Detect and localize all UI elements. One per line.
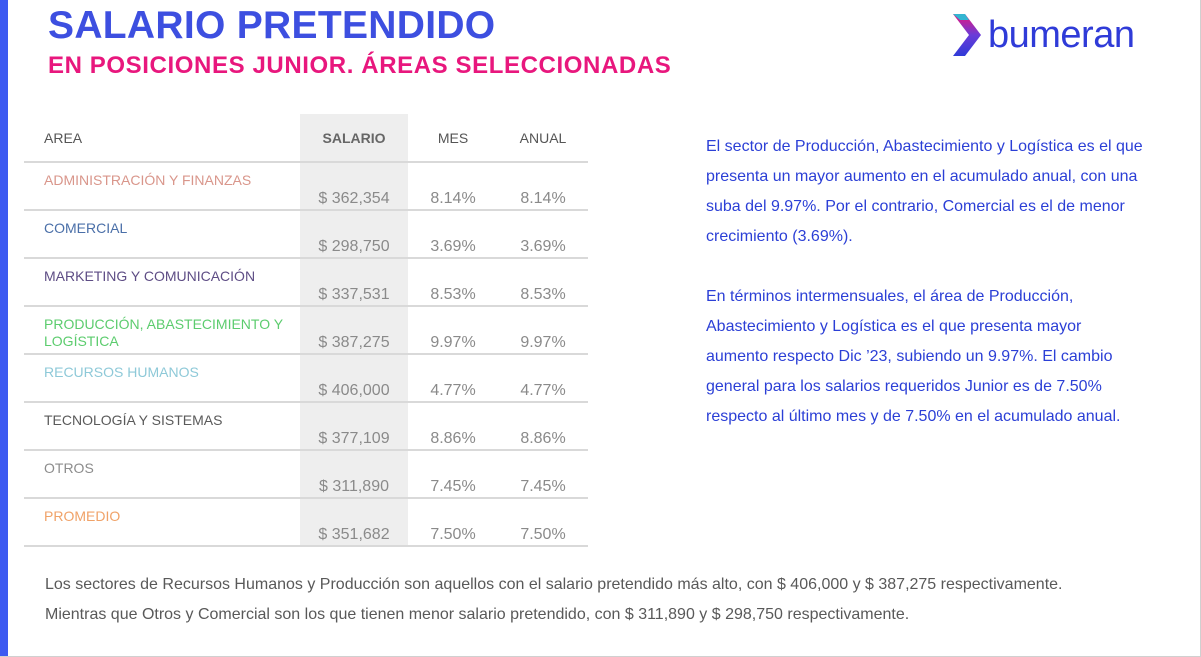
salario-cell: $ 298,750 <box>300 210 408 259</box>
column-header-mes: MES <box>408 114 498 163</box>
salary-table: AREA SALARIO MES ANUAL ADMINISTRACIÓN Y … <box>24 114 588 547</box>
salario-cell: $ 406,000 <box>300 354 408 403</box>
anual-cell-text: 8.14% <box>520 190 566 207</box>
mes-cell: 8.14% <box>408 162 498 211</box>
anual-cell-text: 8.86% <box>520 430 566 447</box>
bumeran-chevron-icon <box>953 14 981 56</box>
anual-cell: 3.69% <box>498 210 588 259</box>
salario-cell-text: $ 387,275 <box>318 334 390 351</box>
mes-cell-text: 4.77% <box>430 382 476 399</box>
table-row: OTROS $ 311,890 7.45% 7.45% <box>24 450 588 499</box>
mes-cell-text: 3.69% <box>430 238 476 255</box>
mes-cell: 3.69% <box>408 210 498 259</box>
logo-text: bumeran <box>988 13 1135 56</box>
area-cell-text: TECNOLOGÍA Y SISTEMAS <box>44 412 223 428</box>
anual-cell: 8.53% <box>498 258 588 307</box>
commentary-paragraph-2: En términos intermensuales, el área de P… <box>706 288 1121 425</box>
mes-cell-text: 8.14% <box>430 190 476 207</box>
area-cell: RECURSOS HUMANOS <box>24 354 300 403</box>
salario-cell-text: $ 298,750 <box>318 238 390 255</box>
area-cell-text: COMERCIAL <box>44 220 128 236</box>
table-header-row: AREA SALARIO MES ANUAL <box>24 114 588 163</box>
anual-cell-text: 7.45% <box>520 478 566 495</box>
table-row: RECURSOS HUMANOS $ 406,000 4.77% 4.77% <box>24 354 588 403</box>
salario-cell-text: $ 351,682 <box>318 526 390 543</box>
anual-cell: 8.14% <box>498 162 588 211</box>
area-cell: PRODUCCIÓN, ABASTECIMIENTO Y LOGÍSTICA <box>24 306 300 355</box>
salario-cell-text: $ 377,109 <box>318 430 390 447</box>
mes-cell: 8.53% <box>408 258 498 307</box>
bumeran-logo: bumeran <box>950 10 1135 60</box>
mes-cell: 7.50% <box>408 498 498 547</box>
area-cell: ADMINISTRACIÓN Y FINANZAS <box>24 162 300 211</box>
page-subtitle: EN POSICIONES JUNIOR. ÁREAS SELECCIONADA… <box>48 52 672 79</box>
area-cell-text: MARKETING Y COMUNICACIÓN <box>44 268 256 284</box>
table-row: MARKETING Y COMUNICACIÓN $ 337,531 8.53% 8.… <box>24 258 588 307</box>
table-row: COMERCIAL $ 298,750 3.69% 3.69% <box>24 210 588 259</box>
area-cell: TECNOLOGÍA Y SISTEMAS <box>24 402 300 451</box>
commentary: El sector de Producción, Abastecimiento … <box>706 132 1146 432</box>
anual-cell: 7.45% <box>498 450 588 499</box>
anual-cell: 7.50% <box>498 498 588 547</box>
footer-line-2: Mientras que Otros y Comercial son los q… <box>45 606 910 623</box>
salario-cell-text: $ 337,531 <box>318 286 390 303</box>
salario-cell-text: $ 406,000 <box>318 382 390 399</box>
area-cell-text: PROMEDIO <box>44 508 121 524</box>
anual-cell-text: 7.50% <box>520 526 566 543</box>
mes-cell: 8.86% <box>408 402 498 451</box>
left-accent-bar <box>0 0 8 657</box>
table-row: PROMEDIO $ 351,682 7.50% 7.50% <box>24 498 588 547</box>
mes-cell: 9.97% <box>408 306 498 355</box>
salario-cell-text: $ 311,890 <box>319 478 389 495</box>
mes-cell-text: 7.45% <box>430 478 476 495</box>
column-header-anual: ANUAL <box>498 114 588 163</box>
mes-cell-text: 8.86% <box>430 430 476 447</box>
area-cell: MARKETING Y COMUNICACIÓN <box>24 258 300 307</box>
page-title: SALARIO PRETENDIDO <box>48 4 496 47</box>
area-cell-text: PRODUCCIÓN, ABASTECIMIENTO Y LOGÍSTICA <box>44 316 283 349</box>
anual-cell-text: 3.69% <box>520 238 566 255</box>
area-cell-text: OTROS <box>44 460 94 476</box>
salario-cell: $ 377,109 <box>300 402 408 451</box>
footer-summary: Los sectores de Recursos Humanos y Produ… <box>45 570 1165 630</box>
anual-cell: 4.77% <box>498 354 588 403</box>
area-cell-text: ADMINISTRACIÓN Y FINANZAS <box>44 172 252 188</box>
anual-cell: 9.97% <box>498 306 588 355</box>
commentary-paragraph-1: El sector de Producción, Abastecimiento … <box>706 138 1143 245</box>
anual-cell-text: 9.97% <box>520 334 566 351</box>
mes-cell: 4.77% <box>408 354 498 403</box>
anual-cell-text: 8.53% <box>520 286 566 303</box>
anual-cell-text: 4.77% <box>520 382 566 399</box>
salario-cell-text: $ 362,354 <box>318 190 390 207</box>
anual-cell: 8.86% <box>498 402 588 451</box>
area-cell: PROMEDIO <box>24 498 300 547</box>
footer-line-1: Los sectores de Recursos Humanos y Produ… <box>45 576 1063 593</box>
salario-cell: $ 337,531 <box>300 258 408 307</box>
table-row: PRODUCCIÓN, ABASTECIMIENTO Y LOGÍSTICA $ … <box>24 306 588 355</box>
table-row: TECNOLOGÍA Y SISTEMAS $ 377,109 8.86% 8.86% <box>24 402 588 451</box>
salario-cell: $ 387,275 <box>300 306 408 355</box>
table-row: ADMINISTRACIÓN Y FINANZAS $ 362,354 8.14% 8… <box>24 162 588 211</box>
area-cell: OTROS <box>24 450 300 499</box>
mes-cell-text: 8.53% <box>430 286 476 303</box>
column-header-salario: SALARIO <box>300 114 408 163</box>
column-header-area: AREA <box>24 114 300 163</box>
area-cell-text: RECURSOS HUMANOS <box>44 364 199 380</box>
mes-cell-text: 7.50% <box>430 526 476 543</box>
salario-cell: $ 311,890 <box>300 450 408 499</box>
mes-cell-text: 9.97% <box>430 334 476 351</box>
salario-cell: $ 351,682 <box>300 498 408 547</box>
area-cell: COMERCIAL <box>24 210 300 259</box>
salario-cell: $ 362,354 <box>300 162 408 211</box>
mes-cell: 7.45% <box>408 450 498 499</box>
